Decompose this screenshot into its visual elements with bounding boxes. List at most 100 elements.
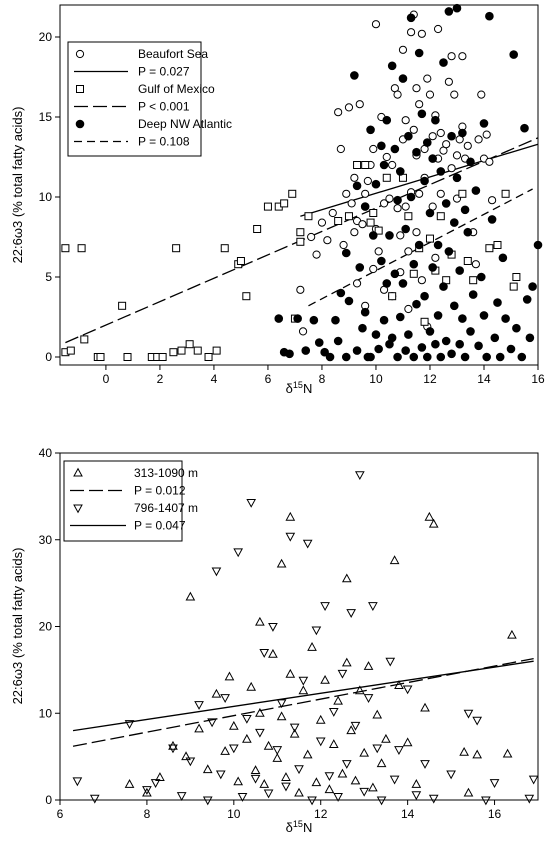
data-point bbox=[333, 336, 343, 346]
data-point bbox=[124, 779, 135, 788]
data-point bbox=[382, 279, 392, 288]
data-point bbox=[447, 164, 456, 173]
data-point bbox=[333, 695, 343, 705]
data-point bbox=[379, 160, 389, 170]
data-point bbox=[331, 315, 340, 325]
data-point bbox=[169, 348, 178, 357]
data-point bbox=[458, 52, 467, 61]
y-tick-label: 40 bbox=[39, 446, 53, 460]
data-point bbox=[344, 296, 354, 306]
data-point bbox=[428, 154, 437, 163]
y-tick-label: 10 bbox=[39, 706, 53, 720]
data-point bbox=[344, 212, 353, 221]
data-point bbox=[374, 226, 383, 235]
data-point bbox=[428, 263, 437, 272]
data-point bbox=[388, 160, 397, 170]
data-point bbox=[404, 212, 413, 221]
data-point bbox=[150, 779, 161, 788]
data-point bbox=[466, 327, 475, 336]
data-point bbox=[412, 147, 421, 157]
y-tick-label: 30 bbox=[39, 533, 53, 547]
data-point bbox=[412, 299, 421, 309]
data-point bbox=[181, 751, 191, 761]
data-point bbox=[517, 352, 527, 362]
plot-frame-top bbox=[59, 4, 539, 366]
y-axis-label-top: 22:6ω3 (% total fatty acids) bbox=[10, 107, 25, 264]
data-point bbox=[466, 157, 475, 167]
data-point bbox=[481, 796, 491, 806]
data-point bbox=[342, 189, 351, 198]
data-point bbox=[512, 323, 521, 333]
data-point bbox=[374, 344, 383, 354]
data-point bbox=[393, 204, 402, 213]
data-point bbox=[401, 346, 410, 355]
data-point bbox=[272, 746, 283, 756]
data-point bbox=[463, 227, 473, 237]
legend-label: Deep NW Atlantic bbox=[138, 117, 232, 131]
data-point bbox=[361, 189, 370, 198]
x-tick-label: 14 bbox=[477, 372, 491, 386]
data-point bbox=[294, 787, 304, 797]
data-point bbox=[528, 282, 537, 291]
data-point bbox=[439, 282, 448, 291]
data-point bbox=[177, 346, 186, 355]
data-point bbox=[233, 548, 244, 558]
data-point bbox=[425, 234, 434, 243]
data-point bbox=[242, 714, 252, 724]
data-point bbox=[509, 50, 518, 59]
data-point bbox=[281, 772, 291, 781]
data-point bbox=[253, 225, 262, 233]
data-point bbox=[358, 220, 367, 229]
data-point bbox=[474, 135, 483, 144]
data-point bbox=[336, 288, 346, 298]
data-point bbox=[479, 119, 489, 128]
legend-marker bbox=[73, 504, 83, 514]
data-point bbox=[315, 714, 326, 724]
data-point bbox=[452, 3, 462, 13]
data-point bbox=[276, 699, 287, 709]
data-point bbox=[433, 311, 443, 320]
data-point bbox=[355, 100, 364, 109]
data-point bbox=[502, 748, 513, 758]
data-point bbox=[376, 758, 387, 768]
data-point bbox=[474, 341, 483, 351]
data-point bbox=[309, 315, 319, 325]
data-point bbox=[360, 307, 370, 317]
data-point bbox=[441, 199, 451, 208]
data-point bbox=[281, 782, 291, 792]
data-point bbox=[224, 671, 235, 681]
data-point bbox=[455, 339, 464, 349]
data-point bbox=[493, 241, 502, 249]
data-point bbox=[236, 257, 245, 265]
data-point bbox=[341, 573, 352, 583]
data-point bbox=[463, 709, 474, 719]
data-point bbox=[393, 195, 402, 205]
data-point bbox=[176, 792, 187, 802]
data-point bbox=[382, 115, 392, 125]
data-point bbox=[369, 264, 378, 274]
data-point bbox=[285, 532, 296, 542]
data-point bbox=[422, 352, 432, 362]
data-point bbox=[325, 352, 335, 362]
data-point bbox=[506, 344, 516, 354]
x-tick-label: 2 bbox=[157, 372, 164, 386]
data-point bbox=[268, 623, 278, 632]
data-point bbox=[320, 602, 330, 612]
data-point bbox=[522, 295, 532, 304]
chart-bottom-panel: 6 8 10 12 14 16 0 10 20 30 40 δ15N 22:6ω3 (% tota… bbox=[10, 446, 539, 835]
data-point bbox=[458, 314, 467, 323]
data-point bbox=[487, 215, 497, 224]
y-tick-label: 20 bbox=[39, 30, 53, 44]
data-point bbox=[333, 793, 343, 802]
data-point bbox=[409, 352, 419, 362]
legend-marker bbox=[75, 119, 85, 129]
x-tick-label: 14 bbox=[401, 807, 415, 821]
data-point bbox=[396, 231, 405, 240]
data-point bbox=[404, 131, 413, 141]
regression-lines-bottom bbox=[72, 657, 534, 747]
data-point bbox=[296, 237, 305, 246]
y-tick-label: 5 bbox=[45, 270, 52, 284]
data-point bbox=[185, 340, 194, 349]
data-point bbox=[422, 138, 432, 147]
data-point bbox=[444, 247, 454, 256]
